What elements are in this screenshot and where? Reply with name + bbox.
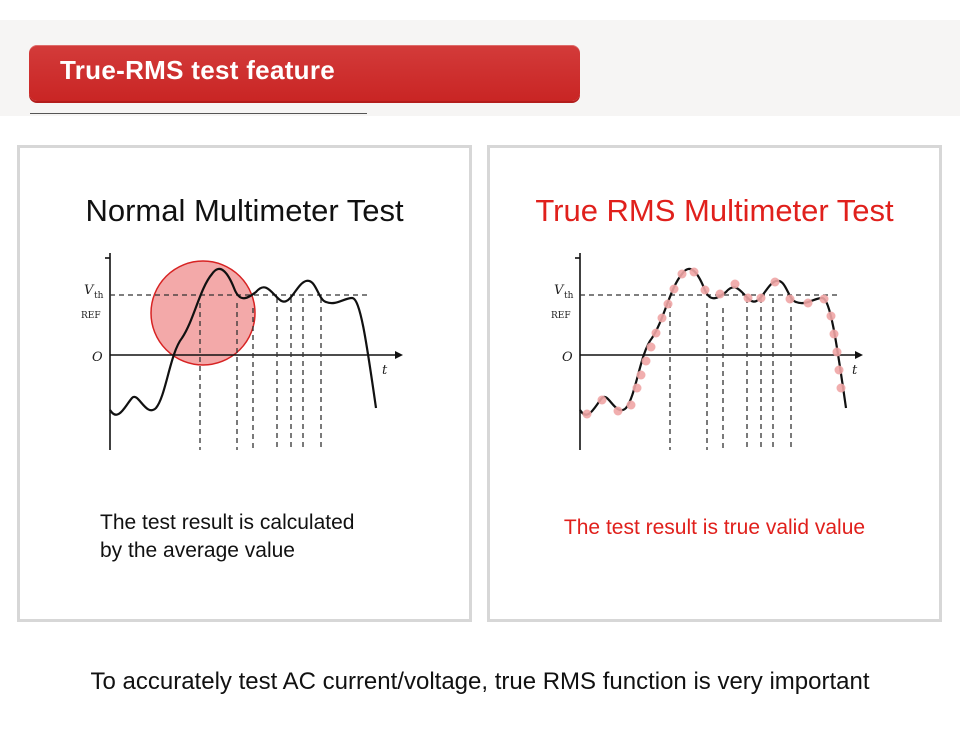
normal-waveform-diagram: V th REF O t — [81, 253, 403, 450]
sample-dot — [715, 289, 725, 299]
v-threshold-label: V — [554, 283, 565, 298]
x-axis-arrow — [395, 351, 403, 359]
sample-dot — [832, 347, 842, 357]
sample-dot — [669, 284, 679, 294]
sample-dot — [641, 356, 651, 366]
sample-dot — [819, 294, 829, 304]
sample-dot — [785, 294, 795, 304]
origin-label: O — [92, 350, 103, 365]
normal-caption: The test result is calculated by the ave… — [100, 509, 354, 565]
feature-banner: True-RMS test feature — [29, 45, 580, 101]
x-axis-arrow — [855, 351, 863, 359]
v-threshold-subscript: th — [94, 291, 104, 301]
sample-dot — [582, 409, 592, 419]
true-rms-panel: True RMS Multimeter Test — [487, 145, 942, 622]
true-rms-caption: The test result is true valid value — [563, 516, 866, 539]
average-highlight-circle — [150, 260, 256, 366]
sample-dot — [743, 293, 753, 303]
sample-dot — [836, 383, 846, 393]
sample-dot — [803, 298, 813, 308]
footer-note: To accurately test AC current/voltage, t… — [90, 668, 870, 695]
normal-panel-title: Normal Multimeter Test — [85, 193, 404, 228]
sample-dot — [826, 311, 836, 321]
v-threshold-subscript: th — [564, 291, 574, 301]
true-rms-panel-title: True RMS Multimeter Test — [535, 193, 894, 228]
sample-dot — [597, 395, 607, 405]
sample-dot — [663, 299, 673, 309]
v-threshold-label: V — [84, 283, 95, 298]
sample-dot — [834, 365, 844, 375]
sample-dot — [657, 313, 667, 323]
sample-dot — [626, 400, 636, 410]
time-axis-label: t — [852, 363, 858, 378]
sample-dot — [700, 285, 710, 295]
banner-title: True-RMS test feature — [60, 55, 336, 85]
sample-dot — [651, 328, 661, 338]
sample-dot — [829, 329, 839, 339]
time-axis-label: t — [382, 363, 388, 378]
sample-dot — [613, 406, 623, 416]
sample-dot — [677, 269, 687, 279]
rms-sample-dots — [582, 267, 846, 419]
sample-dot — [770, 277, 780, 287]
normal-caption-line1: The test result is calculated — [100, 511, 355, 534]
input-waveform — [109, 267, 378, 416]
banner-underline — [30, 113, 367, 114]
sample-dot — [689, 267, 699, 277]
normal-multimeter-panel: Normal Multimeter Test V th REF O t The … — [17, 145, 472, 622]
true-rms-waveform-diagram: V th REF O t — [551, 253, 863, 450]
sample-dot — [730, 279, 740, 289]
sample-dot — [756, 293, 766, 303]
input-waveform — [579, 267, 848, 416]
sample-dot — [646, 342, 656, 352]
ref-label: REF — [81, 311, 101, 321]
normal-caption-line2: by the average value — [100, 539, 295, 562]
origin-label: O — [562, 350, 573, 365]
sample-dot — [632, 383, 642, 393]
sample-dot — [636, 370, 646, 380]
ref-label: REF — [551, 311, 571, 321]
